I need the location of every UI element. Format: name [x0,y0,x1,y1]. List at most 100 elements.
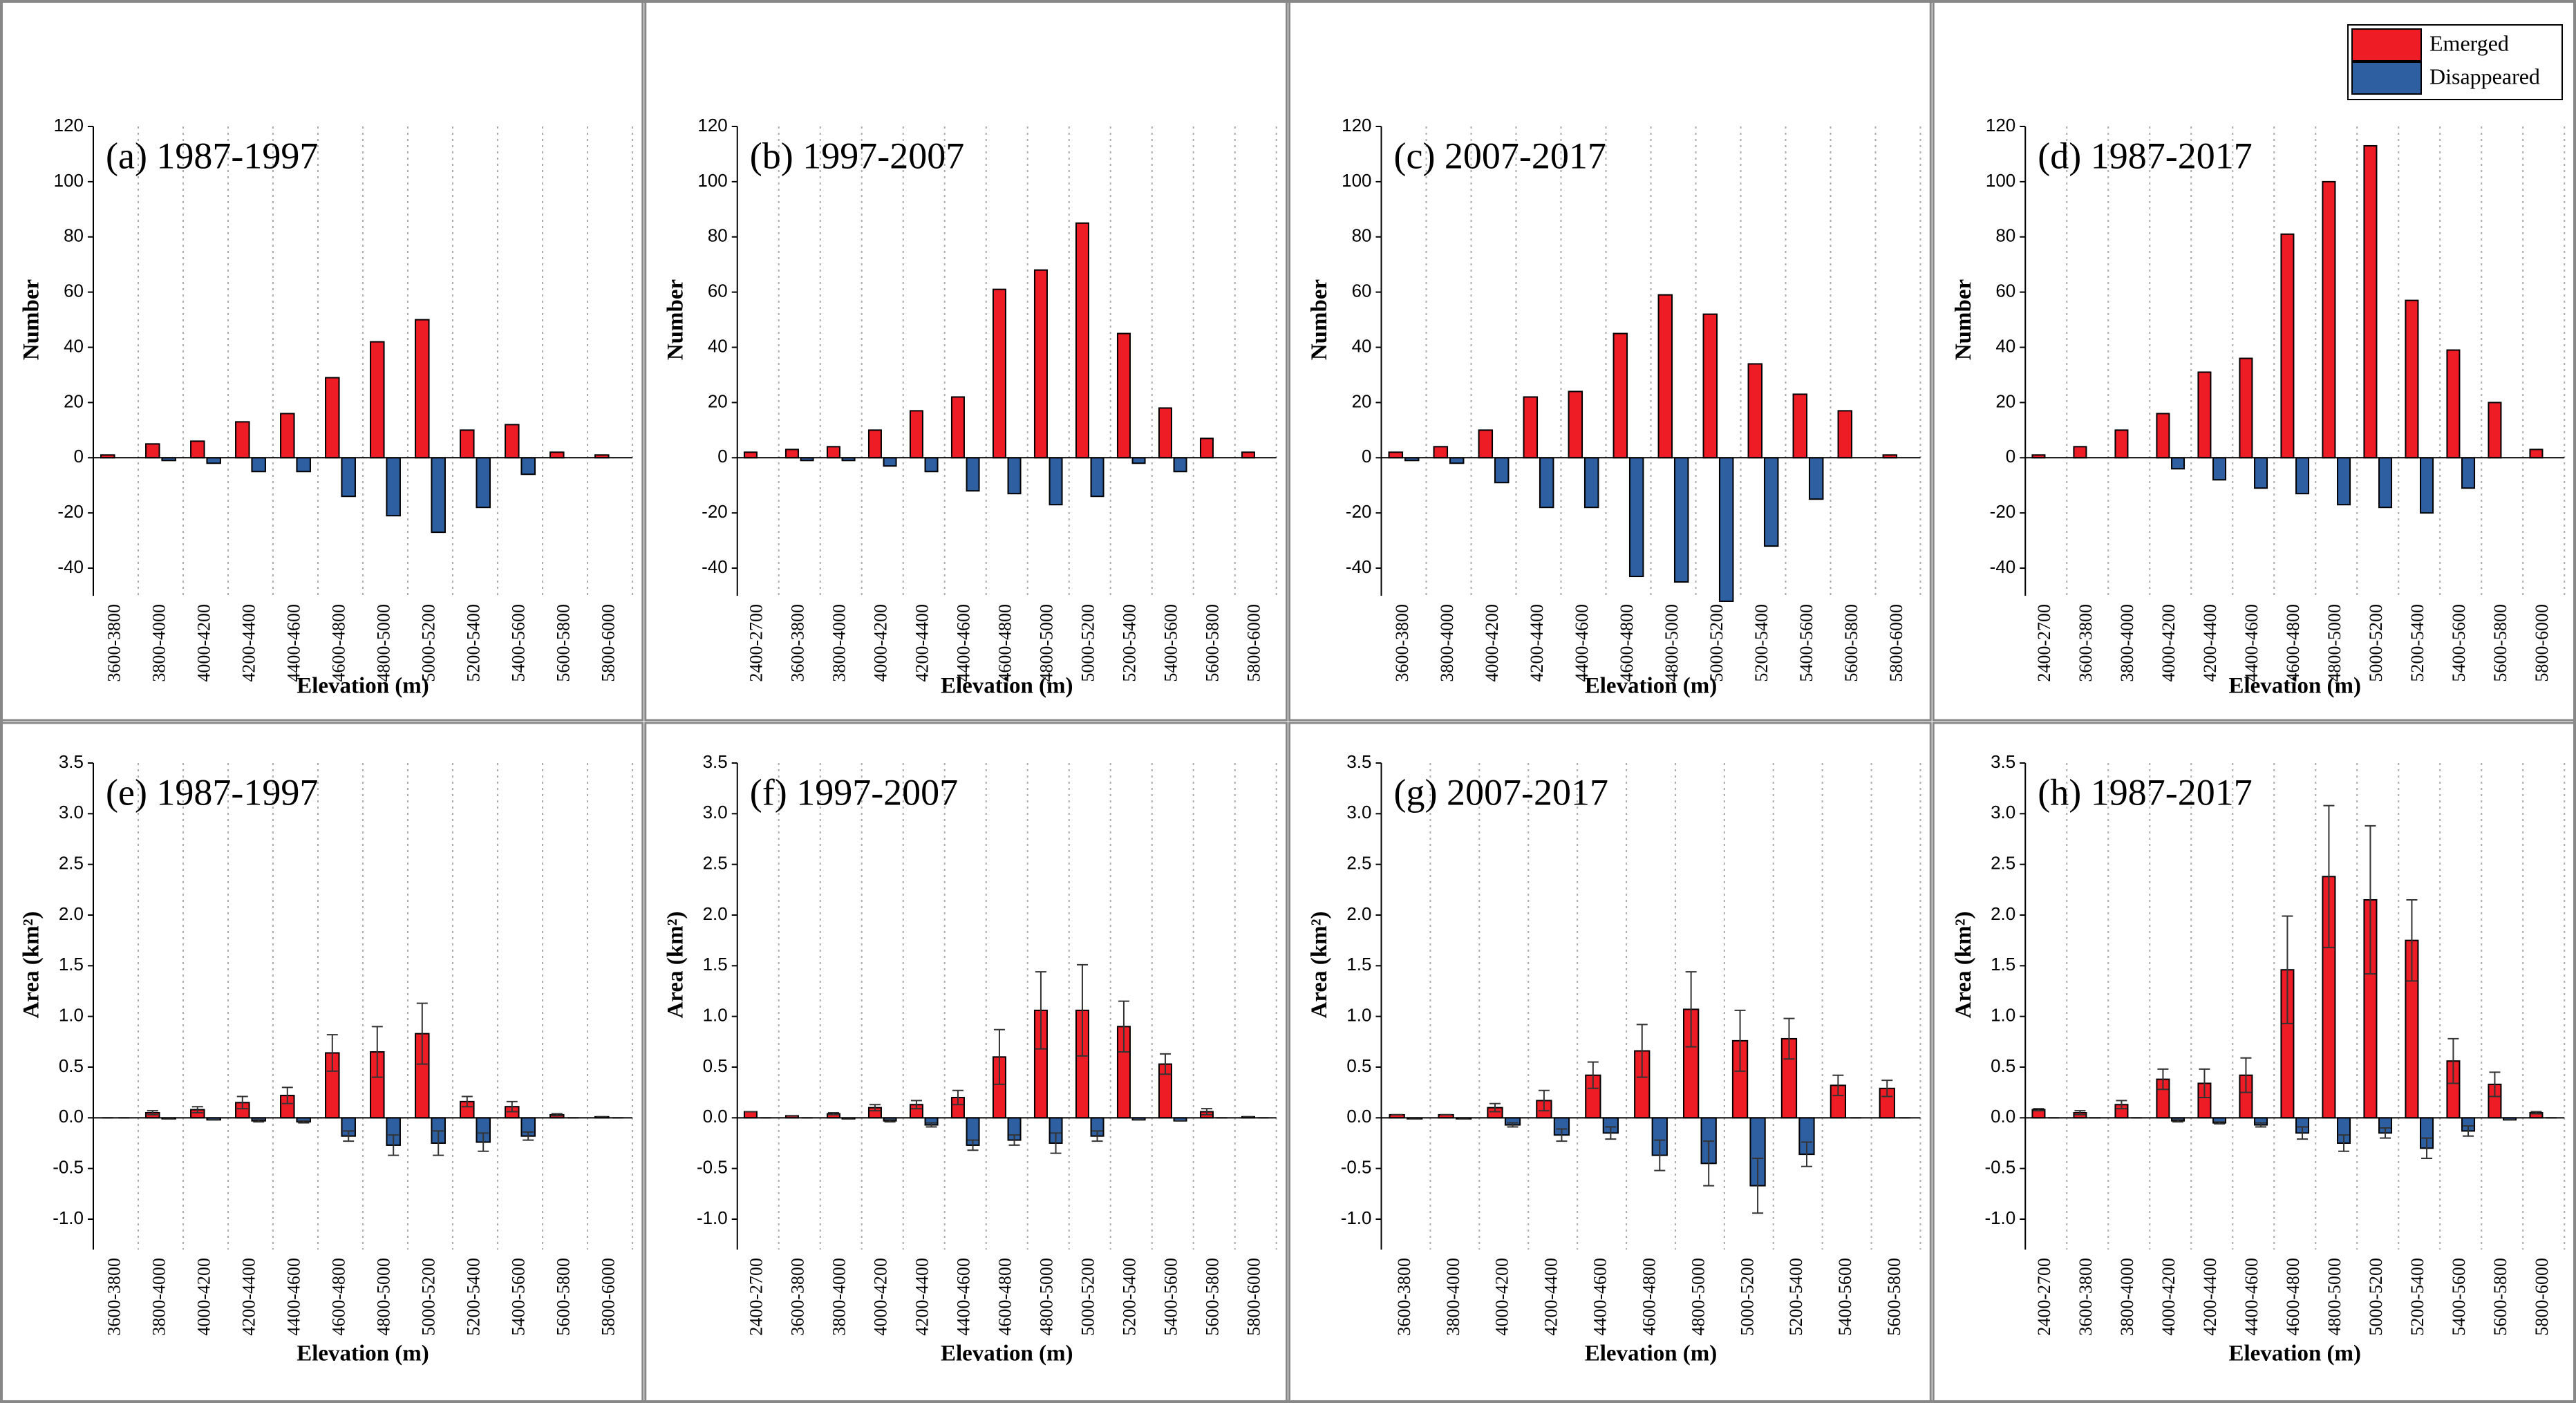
x-tick-label: 2400-2700 [2034,1258,2054,1336]
y-tick-label: 2.0 [59,903,84,924]
bar [1131,457,1146,464]
error-bar [993,1028,1005,1085]
error-bar [952,1089,963,1106]
error-bar [2157,1068,2169,1091]
x-tick-label: 2400-2700 [2034,604,2054,682]
error-bar [2323,804,2335,948]
error-bar [236,1095,248,1110]
y-tick-label: -1.0 [53,1207,84,1228]
legend-label: Disappeared [2429,64,2540,88]
y-tick-label: 60 [1352,281,1372,301]
bar [505,424,520,459]
x-tick-label: 5400-5600 [1161,1258,1181,1336]
y-tick-label: 1.5 [1346,954,1371,974]
error-bar [1881,1080,1893,1098]
x-tick-label: 4000-4200 [871,1258,891,1336]
x-axis-label: Elevation (m) [2228,1341,2361,1366]
y-tick-label: 2.5 [703,853,728,874]
panel-title: (b) 1997-2007 [750,135,964,176]
x-tick-label: 5200-5400 [1786,1258,1806,1336]
error-bar [2033,1108,2044,1112]
error-bar [551,1113,563,1117]
error-bar [2447,1037,2459,1084]
x-tick-label: 5000-5200 [2366,1258,2386,1336]
y-tick-label: 120 [1342,115,1371,135]
x-axis-label: Elevation (m) [1585,1341,1718,1366]
x-tick-label: 5800-6000 [598,1258,618,1336]
x-tick-label: 5200-5400 [1120,1258,1140,1336]
error-bar [298,1120,310,1124]
x-tick-label: 4400-4600 [2241,604,2262,682]
x-tick-label: 3600-3800 [2076,1258,2096,1336]
y-tick-label: 120 [1986,115,2015,135]
y-tick-label: 3.5 [1346,751,1371,772]
y-tick-label: 1.0 [1346,1005,1371,1026]
bar [1837,410,1853,459]
x-tick-label: 5000-5200 [1737,1258,1757,1336]
panel-border [0,722,644,1403]
y-tick-label: 3.0 [59,802,84,822]
y-tick-label: 100 [54,170,84,191]
error-bar [478,1132,489,1152]
y-axis-label: Area (km²) [19,912,44,1019]
y-tick-label: 120 [54,115,84,135]
x-tick-label: 3600-3800 [1392,604,1412,682]
bar [431,457,446,534]
y-tick-label: 80 [64,225,84,246]
bar [1792,393,1808,459]
x-tick-label: 4000-4200 [194,1258,214,1336]
y-tick-label: -0.5 [1984,1157,2015,1178]
error-bar [2074,1110,2086,1115]
panel-border [0,0,644,722]
y-tick-label: -1.0 [697,1207,728,1228]
bar [296,457,311,473]
x-tick-label: 4800-5000 [2324,604,2344,682]
error-bar [1008,1134,1020,1146]
bar [1657,294,1673,459]
panel-border [1288,0,1932,722]
x-tick-label: 5600-5800 [2490,1258,2510,1336]
error-bar [1489,1102,1501,1113]
y-tick-label: 40 [64,335,84,356]
x-tick-label: 4200-4400 [912,604,932,682]
x-tick-label: 4600-4800 [995,604,1015,682]
y-tick-label: 0.0 [1346,1106,1371,1127]
y-tick-label: 3.0 [703,802,728,822]
bar [1449,457,1465,464]
y-tick-label: 0.0 [703,1106,728,1127]
x-tick-label: 3800-4000 [149,1258,169,1336]
error-bar [2489,1071,2501,1098]
bar [1158,407,1172,459]
error-bar [1076,963,1088,1057]
error-bar [2240,1057,2252,1093]
bar [2197,371,2212,459]
x-tick-label: 5200-5400 [2407,1258,2427,1336]
bar [549,451,565,459]
error-bar [388,1134,399,1156]
error-bar [1507,1122,1519,1128]
y-tick-label: 3.5 [59,751,84,772]
x-tick-label: 5800-6000 [2532,604,2552,682]
y-tick-label: 1.0 [703,1005,728,1026]
bar [460,429,475,459]
x-tick-label: 5200-5400 [2407,604,2427,682]
error-bar [1752,1158,1764,1214]
x-tick-label: 4800-5000 [1037,1258,1057,1336]
bar [2363,144,2378,459]
x-tick-label: 2400-2700 [746,1258,767,1336]
x-tick-label: 4200-4400 [1541,1258,1561,1336]
x-tick-label: 5600-5800 [553,1258,573,1336]
x-tick-label: 5400-5600 [1835,1258,1855,1336]
bar [1478,429,1494,459]
error-bar [1703,1140,1715,1187]
x-tick-label: 5000-5200 [2366,604,2386,682]
x-tick-label: 4400-4600 [954,1258,974,1336]
error-bar [343,1130,355,1142]
y-tick-label: -40 [1346,556,1372,577]
x-tick-label: 4600-4800 [328,604,348,682]
x-tick-label: 4800-5000 [1688,1258,1708,1336]
bar [924,457,939,473]
error-bar [2116,1100,2127,1110]
x-tick-label: 3600-3800 [104,1258,124,1336]
